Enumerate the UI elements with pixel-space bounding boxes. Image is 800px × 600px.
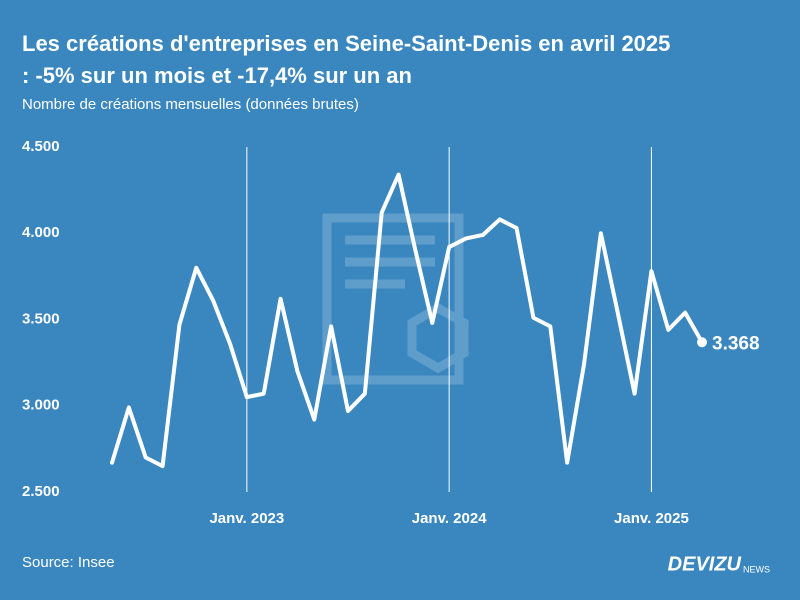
chart-title: Les créations d'entreprises en Seine-Sai… <box>22 31 670 56</box>
x-tick-label: Janv. 2024 <box>412 510 487 527</box>
end-point <box>697 337 707 348</box>
y-tick-label: 3.500 <box>22 310 60 327</box>
brand-suffix: NEWS <box>743 564 770 574</box>
brand: DEVIZU <box>668 553 742 575</box>
y-tick-label: 4.000 <box>22 224 60 241</box>
value-label: 3.368 <box>712 333 760 354</box>
y-tick-label: 4.500 <box>22 138 60 155</box>
line <box>110 172 704 469</box>
source: Source: Insee <box>22 554 115 571</box>
chart-title: : -5% sur un mois et -17,4% sur un an <box>22 63 412 88</box>
x-tick-label: Janv. 2025 <box>614 510 689 527</box>
y-tick-label: 3.000 <box>22 397 60 414</box>
x-tick-label: Janv. 2023 <box>209 510 284 527</box>
subtitle: Nombre de créations mensuelles (données … <box>22 96 359 113</box>
y-tick-label: 2.500 <box>22 483 60 500</box>
